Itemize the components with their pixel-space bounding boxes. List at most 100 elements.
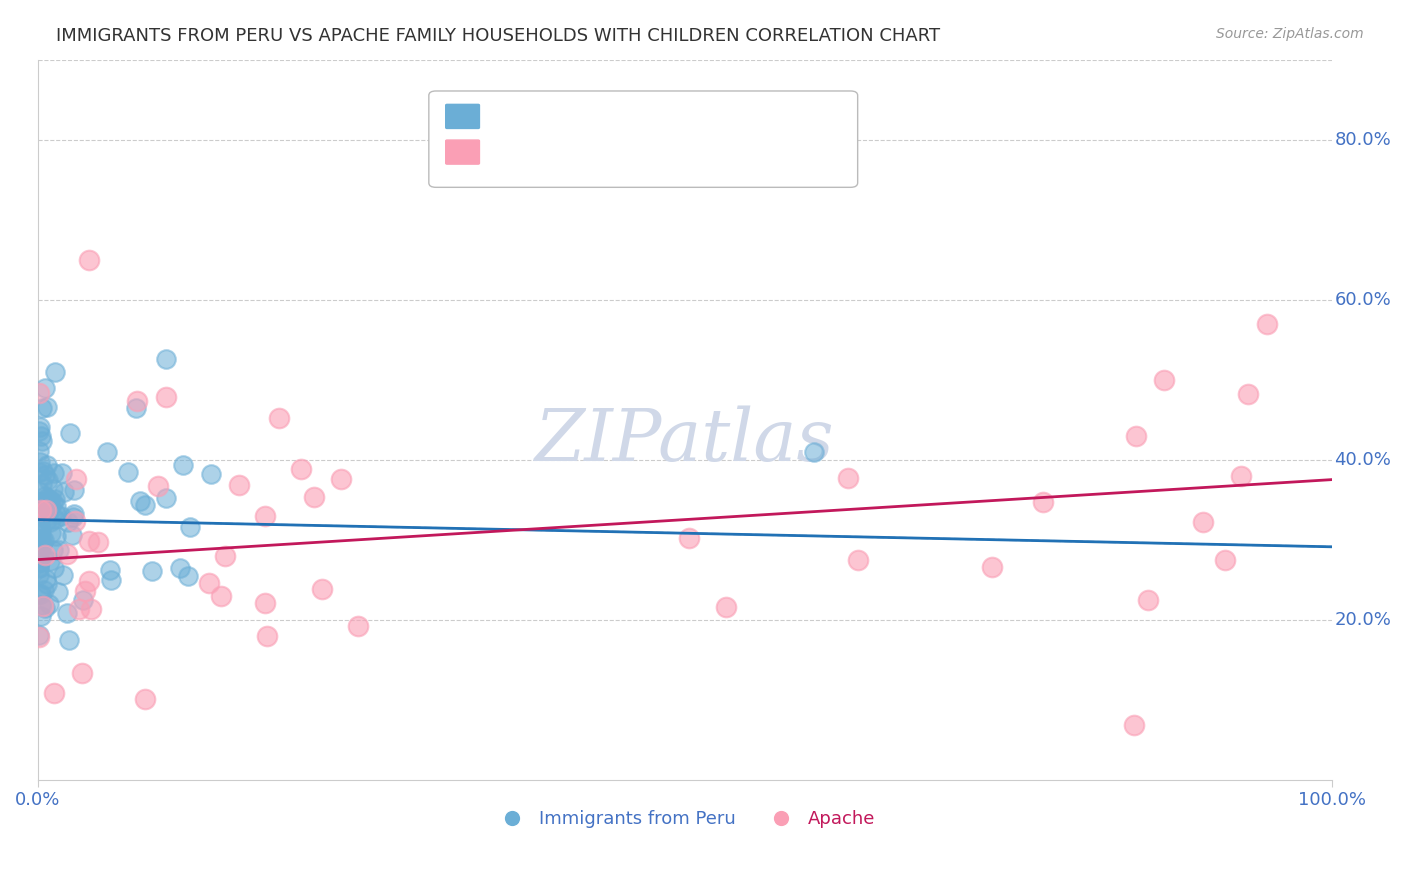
Point	[45, 500, 67, 514]
Point	[1032, 495, 1054, 509]
Point	[51, 567, 73, 582]
Point	[42, 482, 65, 496]
Point	[53, 484, 76, 499]
Point	[311, 582, 333, 596]
Point	[37, 497, 59, 511]
Point	[30, 497, 52, 511]
Point	[256, 629, 278, 643]
Point	[44, 466, 66, 480]
Point	[117, 465, 139, 479]
Point	[214, 549, 236, 564]
Point	[172, 458, 194, 472]
Point	[254, 509, 277, 524]
Point	[1136, 593, 1159, 607]
Point	[134, 498, 156, 512]
Point	[63, 483, 86, 497]
Point	[155, 390, 177, 404]
Point	[179, 520, 201, 534]
Point	[46, 584, 69, 599]
Point	[31, 464, 53, 478]
Point	[678, 531, 700, 545]
Point	[28, 517, 51, 532]
Point	[129, 494, 152, 508]
Text: Source: ZipAtlas.com: Source: ZipAtlas.com	[1216, 27, 1364, 41]
Point	[1256, 317, 1278, 331]
Point	[32, 599, 55, 614]
Point	[146, 479, 169, 493]
Legend: Immigrants from Peru, Apache: Immigrants from Peru, Apache	[486, 803, 883, 836]
Point	[253, 596, 276, 610]
Point	[39, 554, 62, 568]
Point	[28, 495, 51, 509]
Point	[981, 560, 1004, 574]
Point	[330, 473, 353, 487]
Point	[58, 632, 80, 647]
Point	[44, 512, 66, 526]
Text: 60.0%: 60.0%	[1334, 291, 1392, 309]
Point	[1153, 373, 1175, 387]
Text: 0.326: 0.326	[531, 144, 588, 161]
Point	[28, 419, 51, 434]
Point	[28, 567, 51, 582]
Point	[58, 515, 80, 529]
Point	[96, 444, 118, 458]
Point	[34, 489, 56, 503]
Point	[42, 543, 65, 558]
Point	[28, 587, 51, 601]
Point	[30, 454, 52, 468]
Point	[169, 561, 191, 575]
Point	[49, 508, 72, 523]
Point	[141, 564, 163, 578]
Point	[28, 522, 51, 536]
Text: R =: R =	[488, 144, 527, 161]
Point	[28, 630, 51, 644]
Point	[62, 509, 84, 524]
Point	[209, 589, 232, 603]
Point	[28, 547, 51, 561]
Point	[70, 666, 93, 681]
Point	[79, 602, 101, 616]
Point	[31, 477, 53, 491]
Point	[1122, 718, 1144, 732]
Point	[34, 381, 56, 395]
Point	[77, 574, 100, 588]
Point	[56, 548, 79, 562]
Point	[28, 526, 51, 541]
Point	[30, 598, 52, 612]
Point	[30, 428, 52, 442]
Point	[28, 502, 51, 516]
Point	[28, 497, 51, 511]
Point	[55, 607, 77, 621]
Point	[31, 401, 53, 415]
Point	[42, 686, 65, 700]
Point	[846, 553, 869, 567]
Point	[100, 573, 122, 587]
Point	[34, 600, 56, 615]
Point	[31, 507, 53, 521]
Point	[32, 533, 55, 548]
Point	[28, 555, 51, 569]
Point	[44, 492, 66, 507]
Point	[290, 462, 312, 476]
Text: 103: 103	[665, 108, 703, 126]
Point	[197, 576, 219, 591]
Point	[28, 484, 51, 499]
Point	[30, 536, 52, 550]
Point	[1236, 386, 1258, 401]
Point	[125, 401, 148, 415]
Text: N =: N =	[619, 108, 658, 126]
Point	[77, 533, 100, 548]
Point	[34, 467, 56, 482]
Point	[51, 466, 73, 480]
Point	[42, 495, 65, 509]
Point	[200, 467, 222, 481]
Point	[28, 465, 51, 479]
Point	[65, 472, 87, 486]
Point	[127, 393, 149, 408]
Point	[28, 543, 51, 558]
Point	[347, 619, 370, 633]
Point	[28, 424, 51, 438]
Text: IMMIGRANTS FROM PERU VS APACHE FAMILY HOUSEHOLDS WITH CHILDREN CORRELATION CHART: IMMIGRANTS FROM PERU VS APACHE FAMILY HO…	[56, 27, 941, 45]
Point	[38, 597, 60, 611]
Point	[31, 538, 53, 552]
